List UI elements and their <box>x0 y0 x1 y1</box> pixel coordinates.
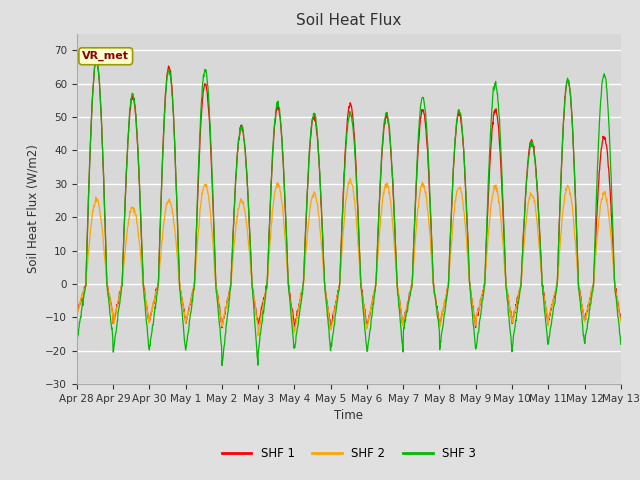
Legend: SHF 1, SHF 2, SHF 3: SHF 1, SHF 2, SHF 3 <box>217 443 481 465</box>
SHF 1 <box>553 281 561 287</box>
SHF 2 <box>617 318 625 324</box>
SHF 3 <box>434 316 442 322</box>
SHF 1 <box>434 309 442 315</box>
SHF 1 <box>255 319 263 325</box>
SHF 3 <box>505 313 513 319</box>
SHF 3 <box>195 174 202 180</box>
SHF 2 <box>255 333 262 339</box>
SHF 2 <box>347 176 355 181</box>
SHF 1 <box>326 326 334 332</box>
SHF 3 <box>255 340 263 346</box>
SHF 2 <box>255 328 263 334</box>
SHF 3 <box>617 342 625 348</box>
Text: VR_met: VR_met <box>82 51 129 61</box>
SHF 3 <box>93 57 100 62</box>
SHF 2 <box>73 310 81 316</box>
SHF 3 <box>73 341 81 347</box>
SHF 2 <box>505 298 513 303</box>
SHF 3 <box>218 362 226 368</box>
X-axis label: Time: Time <box>334 409 364 422</box>
SHF 1 <box>505 299 513 305</box>
SHF 2 <box>434 312 442 318</box>
SHF 1 <box>181 314 189 320</box>
SHF 2 <box>180 310 188 316</box>
SHF 2 <box>553 284 561 289</box>
SHF 1 <box>93 57 100 63</box>
Title: Soil Heat Flux: Soil Heat Flux <box>296 13 401 28</box>
SHF 1 <box>73 311 81 316</box>
Line: SHF 2: SHF 2 <box>77 179 621 336</box>
Line: SHF 3: SHF 3 <box>77 60 621 365</box>
SHF 2 <box>194 234 202 240</box>
SHF 3 <box>181 341 189 347</box>
Y-axis label: Soil Heat Flux (W/m2): Soil Heat Flux (W/m2) <box>27 144 40 273</box>
SHF 1 <box>617 317 625 323</box>
SHF 1 <box>195 180 202 186</box>
Line: SHF 1: SHF 1 <box>77 60 621 329</box>
SHF 3 <box>553 284 561 289</box>
